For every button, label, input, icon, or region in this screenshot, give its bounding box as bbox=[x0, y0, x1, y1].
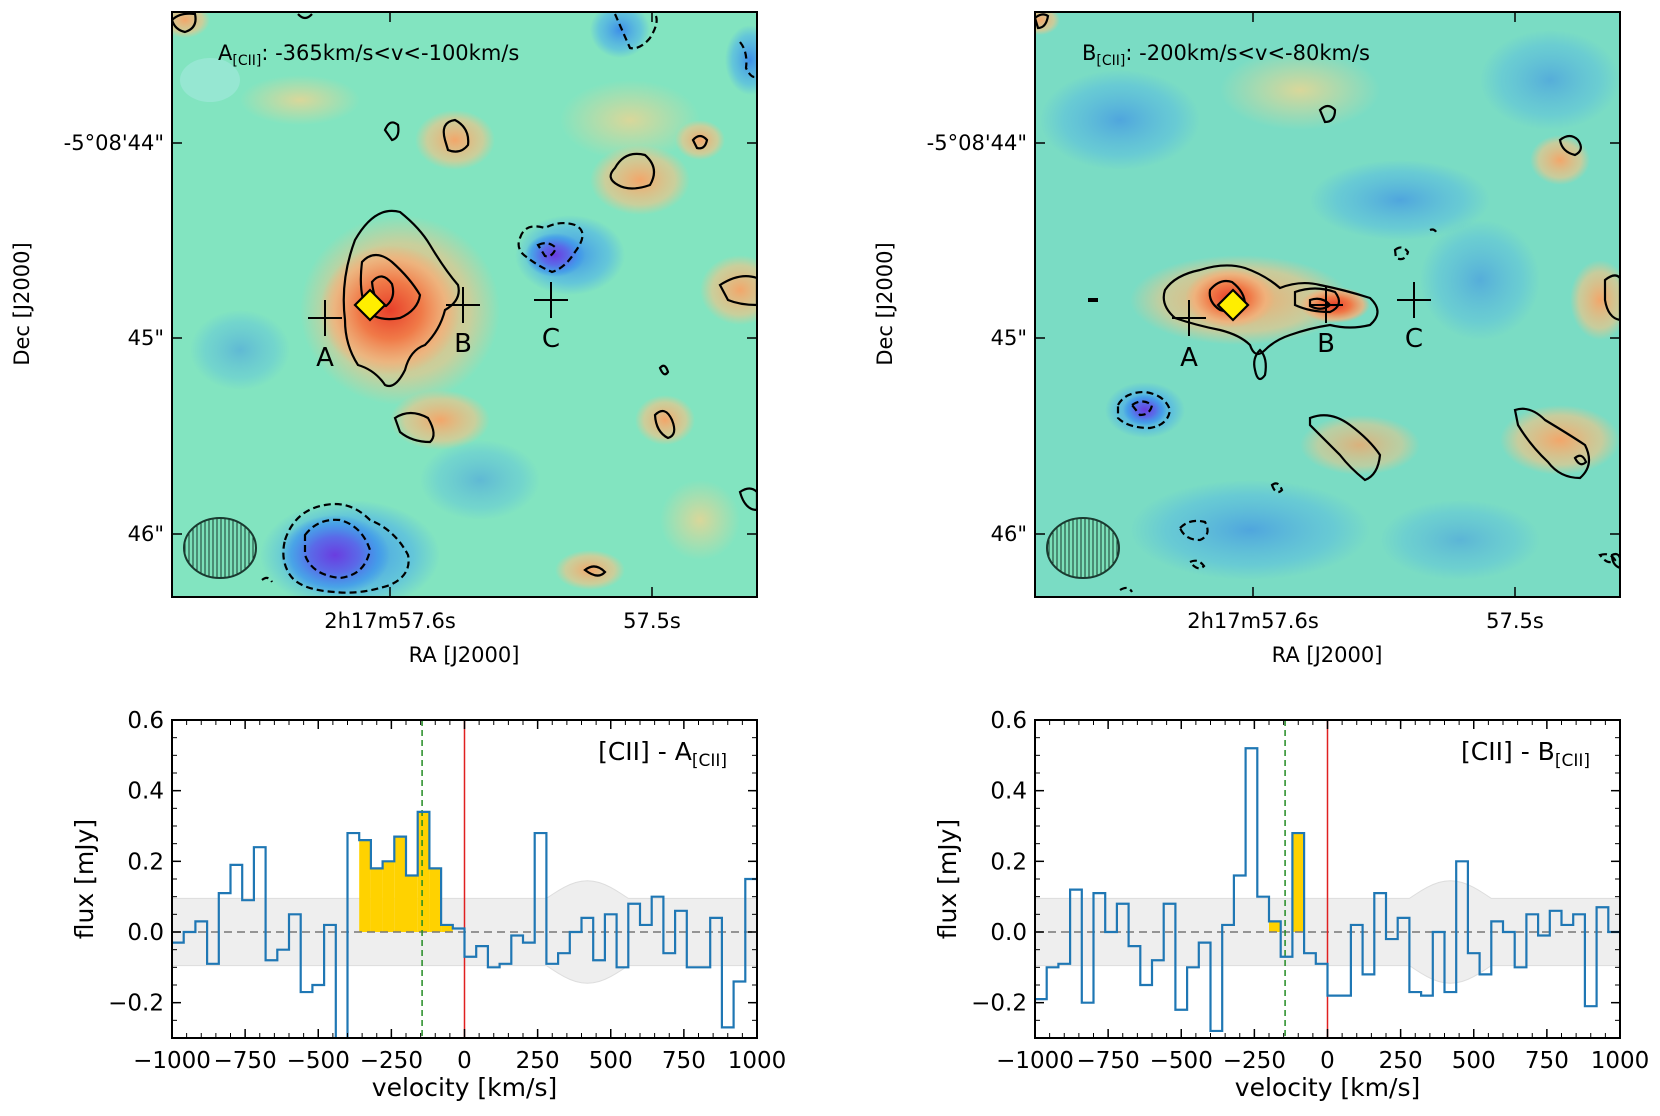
highlight-bin bbox=[394, 836, 406, 932]
xtick-label: 1000 bbox=[728, 1048, 787, 1074]
beam-ellipse bbox=[183, 517, 257, 579]
highlight-bin bbox=[370, 868, 383, 932]
map-panel-b: A B C B[CII]: -200km/s<v<-80km/s bbox=[1034, 11, 1621, 598]
marker-label-c: C bbox=[1405, 324, 1423, 354]
cross-marker-c bbox=[534, 282, 568, 318]
map-b-image bbox=[1035, 12, 1620, 597]
highlight-bin bbox=[1292, 833, 1305, 932]
ytick-label: -5°08'44" bbox=[64, 131, 164, 155]
x-axis-label: velocity [km/s] bbox=[1235, 1073, 1420, 1102]
ytick-label: 0.2 bbox=[990, 849, 1027, 875]
ytick-label: −0.2 bbox=[971, 991, 1027, 1017]
xtick-label: 750 bbox=[662, 1048, 706, 1074]
ytick-label: 0.4 bbox=[127, 779, 164, 805]
highlight-bin bbox=[359, 840, 371, 932]
highlight-bin bbox=[429, 868, 442, 932]
spectrum-title: [CII] - A[CII] bbox=[598, 737, 727, 771]
highlight-bin bbox=[382, 861, 395, 932]
highlight-bin bbox=[417, 811, 430, 932]
xtick-label: 2h17m57.6s bbox=[1187, 609, 1319, 633]
ytick-label: 0.6 bbox=[990, 708, 1027, 734]
marker-label-b: B bbox=[454, 329, 472, 359]
map-b-title: B[CII]: -200km/s<v<-80km/s bbox=[1082, 41, 1370, 69]
plot-area bbox=[172, 720, 757, 1038]
xtick-label: −750 bbox=[214, 1048, 277, 1074]
ytick-label: 46" bbox=[991, 522, 1027, 546]
map-b-axes: -5°08'44" 45" 46" 2h17m57.6s 57.5s RA [J… bbox=[873, 12, 1620, 667]
y-axis-label: Dec [J2000] bbox=[873, 242, 897, 365]
cross-marker-b bbox=[446, 287, 480, 323]
markers-a bbox=[308, 282, 568, 336]
marker-label-a: A bbox=[316, 343, 334, 373]
xtick-label: 0 bbox=[457, 1048, 472, 1074]
ytick-label: 0.0 bbox=[990, 920, 1027, 946]
marker-label-c: C bbox=[542, 324, 560, 354]
xtick-label: −750 bbox=[1077, 1048, 1140, 1074]
map-b-frame bbox=[1034, 11, 1621, 598]
map-a-axes: -5°08'44" 45" 46" 2h17m57.6s 57.5s RA [J… bbox=[10, 12, 757, 667]
contours-negative-a bbox=[261, 13, 757, 594]
map-a-frame bbox=[171, 11, 758, 598]
spectrum-title-main: [CII] - B bbox=[1461, 737, 1555, 766]
spectrum-panel-a: −1000 −750 −500 −250 0 250 500 750 1000 −0.2 0.0 0.… bbox=[70, 708, 786, 1102]
spectrum-title-sub: [CII] bbox=[692, 751, 727, 771]
xtick-label: 250 bbox=[516, 1048, 560, 1074]
xtick-label: −250 bbox=[1223, 1048, 1286, 1074]
y-axis-label: Dec [J2000] bbox=[10, 242, 34, 365]
xtick-label: 57.5s bbox=[623, 609, 681, 633]
marker-label-a: A bbox=[1180, 343, 1198, 373]
xtick-label: 0 bbox=[1320, 1048, 1335, 1074]
xtick-label: −500 bbox=[1150, 1048, 1213, 1074]
highlight-bin bbox=[406, 875, 418, 932]
xtick-label: 1000 bbox=[1591, 1048, 1650, 1074]
ytick-label: 0.2 bbox=[127, 849, 164, 875]
ytick-label: 0.6 bbox=[127, 708, 164, 734]
ytick-label: -5°08'44" bbox=[927, 131, 1027, 155]
ytick-label: 0.4 bbox=[990, 779, 1027, 805]
x-axis-label: velocity [km/s] bbox=[372, 1073, 557, 1102]
xtick-label: 750 bbox=[1525, 1048, 1569, 1074]
peak-diamond-marker bbox=[353, 288, 387, 322]
spectrum-step-line bbox=[1035, 747, 1620, 1033]
cross-marker-b bbox=[1309, 287, 1343, 323]
xtick-label: −1000 bbox=[133, 1048, 211, 1074]
x-axis-label: RA [J2000] bbox=[1272, 643, 1383, 667]
spectrum-title: [CII] - B[CII] bbox=[1461, 737, 1590, 771]
xtick-label: 500 bbox=[1452, 1048, 1496, 1074]
peak-diamond-marker bbox=[1216, 288, 1250, 322]
ytick-label: 45" bbox=[991, 326, 1027, 350]
xtick-label: 2h17m57.6s bbox=[324, 609, 456, 633]
xtick-label: −1000 bbox=[996, 1048, 1074, 1074]
spectrum-panel-b: −1000 −750 −500 −250 0 250 500 750 1000 −0.2 0.0 0.… bbox=[933, 708, 1649, 1102]
cross-marker-a bbox=[308, 300, 342, 336]
ytick-label: 45" bbox=[128, 326, 164, 350]
y-axis-label: flux [mJy] bbox=[933, 819, 962, 939]
ytick-label: −0.2 bbox=[108, 991, 164, 1017]
markers-b bbox=[1172, 282, 1431, 336]
ytick-label: 46" bbox=[128, 522, 164, 546]
spectrum-title-main: [CII] - A bbox=[598, 737, 692, 766]
highlight-bin bbox=[1269, 921, 1281, 932]
xtick-label: 500 bbox=[589, 1048, 633, 1074]
ytick-label: 0.0 bbox=[127, 920, 164, 946]
spectrum-step-line bbox=[172, 810, 757, 1038]
cross-marker-c bbox=[1397, 282, 1431, 318]
y-axis-label: flux [mJy] bbox=[70, 819, 99, 939]
xtick-label: −250 bbox=[360, 1048, 423, 1074]
x-axis-label: RA [J2000] bbox=[409, 643, 520, 667]
xtick-label: 57.5s bbox=[1486, 609, 1544, 633]
spectrum-title-sub: [CII] bbox=[1555, 751, 1590, 771]
map-a-image bbox=[172, 12, 757, 597]
xtick-label: 250 bbox=[1379, 1048, 1423, 1074]
beam-ellipse bbox=[1046, 517, 1120, 579]
plot-area bbox=[1035, 720, 1620, 1038]
highlight-bin bbox=[441, 924, 453, 932]
map-panel-a: A B C A[CII]: -365km/s<v<-100km/s bbox=[171, 11, 758, 598]
map-a-title: A[CII]: -365km/s<v<-100km/s bbox=[218, 41, 519, 69]
cross-marker-a bbox=[1172, 300, 1206, 336]
contours-negative-b bbox=[1116, 228, 1617, 593]
xtick-label: −500 bbox=[287, 1048, 350, 1074]
marker-label-b: B bbox=[1317, 329, 1335, 359]
